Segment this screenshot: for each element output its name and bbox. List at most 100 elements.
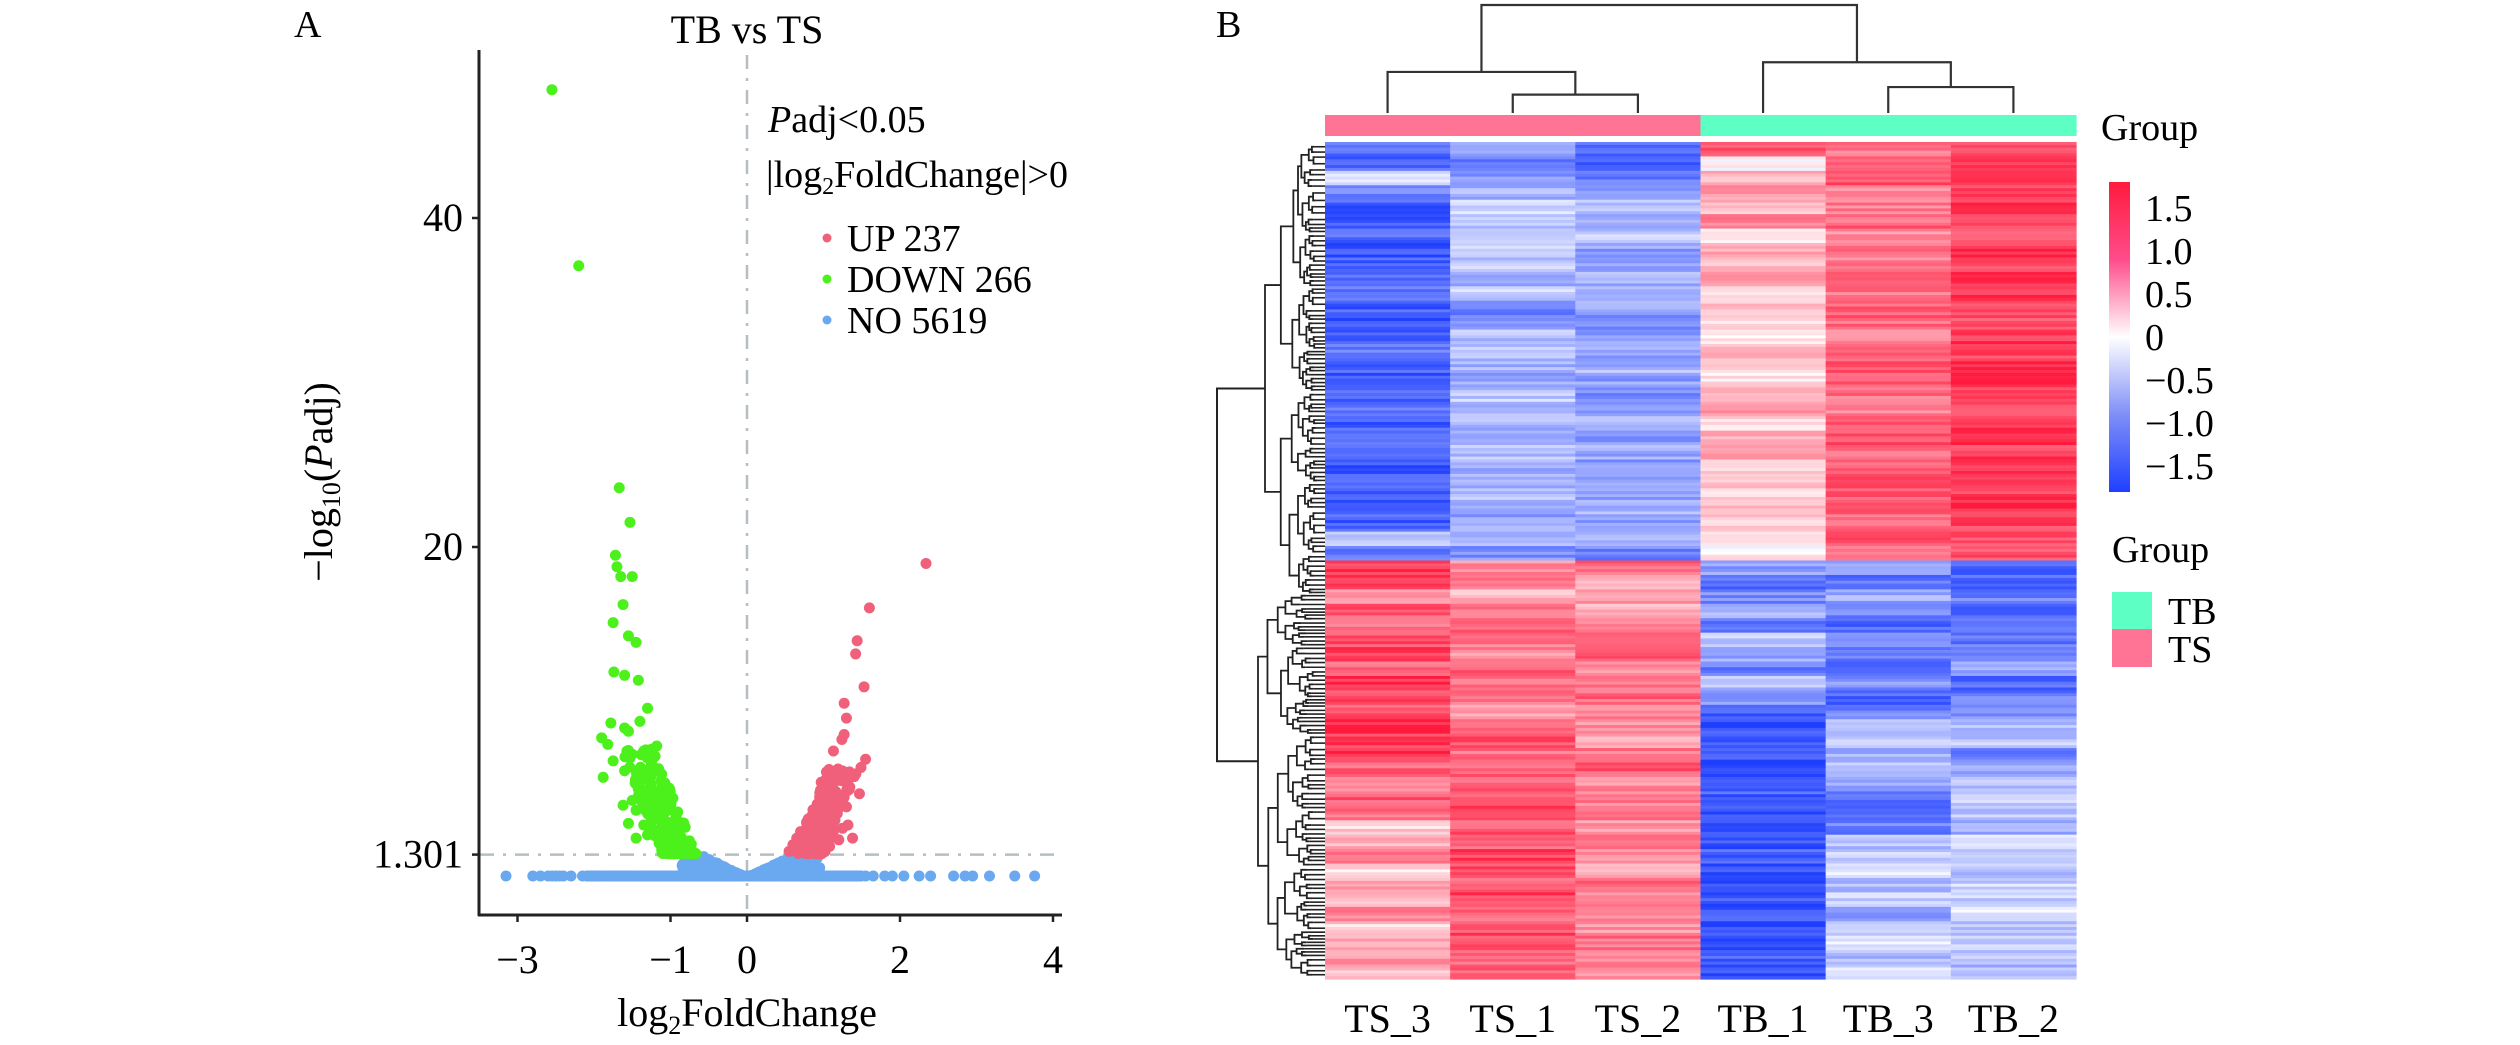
point-no — [557, 870, 569, 882]
heatmap-cell — [1450, 292, 1576, 296]
heatmap-cell — [1825, 644, 1952, 648]
heatmap-cell — [1450, 929, 1576, 934]
heatmap-cell — [1700, 638, 1827, 642]
heatmap-cell — [1450, 517, 1576, 521]
heatmap-cell — [1325, 390, 1451, 394]
heatmap-cell — [1575, 283, 1702, 287]
heatmap-cell — [1700, 283, 1827, 287]
heatmap-cell — [1825, 932, 1952, 937]
heatmap-cell — [1450, 811, 1576, 816]
heatmap-cell — [1575, 156, 1702, 160]
heatmap-cell — [1950, 410, 2077, 414]
heatmap-cell — [1325, 271, 1451, 276]
heatmap-cell — [1825, 228, 1952, 233]
heatmap-cell — [1575, 950, 1702, 954]
heatmap-cell — [1575, 234, 1702, 238]
row-dendrogram-branch — [1286, 707, 1296, 725]
heatmap-cell — [1950, 782, 2077, 787]
heatmap-cell — [1575, 479, 1702, 484]
heatmap-cell — [1700, 156, 1827, 160]
heatmap-cell — [1575, 346, 1702, 351]
heatmap-cell — [1325, 419, 1451, 423]
heatmap-cell — [1450, 771, 1576, 775]
heatmap-cell — [1950, 621, 2077, 625]
heatmap-cell — [1575, 961, 1702, 966]
heatmap-cell — [1825, 214, 1952, 218]
heatmap-cell — [1950, 358, 2077, 362]
heatmap-cell — [1325, 673, 1451, 677]
heatmap-cell — [1575, 309, 1702, 313]
column-label: TS_1 — [1469, 996, 1556, 1041]
heatmap-cell — [1575, 407, 1702, 412]
heatmap-cell — [1325, 618, 1451, 622]
heatmap-cell — [1700, 693, 1827, 697]
heatmap-cell — [1950, 413, 2077, 417]
heatmap-cell — [1950, 592, 2077, 596]
heatmap-cell — [1450, 938, 1576, 943]
row-dendrogram-branch — [1300, 594, 1306, 601]
heatmap-cell — [1700, 413, 1827, 417]
heatmap-cell — [1950, 670, 2077, 674]
heatmap-cell — [1325, 153, 1451, 158]
heatmap-cell — [1450, 889, 1576, 894]
heatmap-cell — [1450, 346, 1576, 351]
row-dendrogram-branch — [1313, 488, 1318, 495]
heatmap-cell — [1825, 817, 1952, 821]
heatmap-cell — [1325, 860, 1451, 865]
heatmap-cell — [1825, 355, 1952, 360]
heatmap-cell — [1575, 447, 1702, 452]
heatmap-cell — [1325, 912, 1451, 917]
heatmap-cell — [1325, 387, 1451, 391]
heatmap-cell — [1575, 274, 1702, 279]
heatmap-cell — [1950, 843, 2077, 847]
heatmap-cell — [1575, 303, 1702, 308]
row-dendrogram-branch — [1287, 656, 1300, 685]
heatmap-cell — [1450, 234, 1576, 238]
point-up — [835, 793, 847, 805]
heatmap-cell — [1575, 520, 1702, 524]
heatmap-cell — [1325, 600, 1451, 605]
row-dendrogram-branch — [1307, 811, 1314, 820]
row-dendrogram-branch — [1306, 958, 1313, 967]
heatmap-cell — [1825, 352, 1952, 357]
heatmap-cell — [1700, 323, 1827, 328]
heatmap-cell — [1700, 361, 1827, 365]
point-no — [652, 870, 664, 882]
row-dendrogram-branch — [1279, 437, 1292, 547]
heatmap-cell — [1450, 583, 1576, 588]
heatmap-cell — [1325, 453, 1451, 458]
row-dendrogram-branch — [1303, 396, 1311, 410]
heatmap-cell — [1950, 465, 2077, 469]
heatmap-cell — [1950, 603, 2077, 608]
heatmap-cell — [1825, 652, 1952, 657]
heatmap-cell — [1325, 823, 1451, 827]
point-down — [634, 715, 646, 727]
heatmap-cell — [1450, 776, 1576, 781]
heatmap-cell — [1450, 909, 1576, 914]
heatmap-cell — [1825, 664, 1952, 668]
heatmap-cell — [1450, 548, 1576, 553]
heatmap-cell — [1575, 687, 1702, 691]
heatmap-cell — [1575, 840, 1702, 844]
heatmap-cell — [1575, 367, 1702, 371]
heatmap-cell — [1325, 759, 1451, 764]
heatmap-cell — [1700, 528, 1827, 533]
heatmap-cell — [1700, 421, 1827, 426]
heatmap-cell — [1450, 173, 1576, 178]
heatmap-cell — [1575, 872, 1702, 876]
heatmap-cell — [1325, 802, 1451, 807]
heatmap-cell — [1325, 179, 1451, 184]
heatmap-cell — [1450, 410, 1576, 414]
heatmap-cell — [1450, 153, 1576, 158]
heatmap-cell — [1450, 191, 1576, 195]
heatmap-cell — [1700, 935, 1827, 940]
group-legend-ts-label: TS — [2168, 629, 2212, 671]
heatmap-cell — [1575, 860, 1702, 865]
heatmap-cell — [1325, 652, 1451, 657]
heatmap-cell — [1950, 797, 2077, 801]
heatmap-cell — [1950, 655, 2077, 660]
heatmap-cell — [1325, 476, 1451, 481]
heatmap-cell — [1950, 947, 2077, 951]
heatmap-cell — [1825, 774, 1952, 778]
heatmap-cell — [1700, 612, 1827, 616]
